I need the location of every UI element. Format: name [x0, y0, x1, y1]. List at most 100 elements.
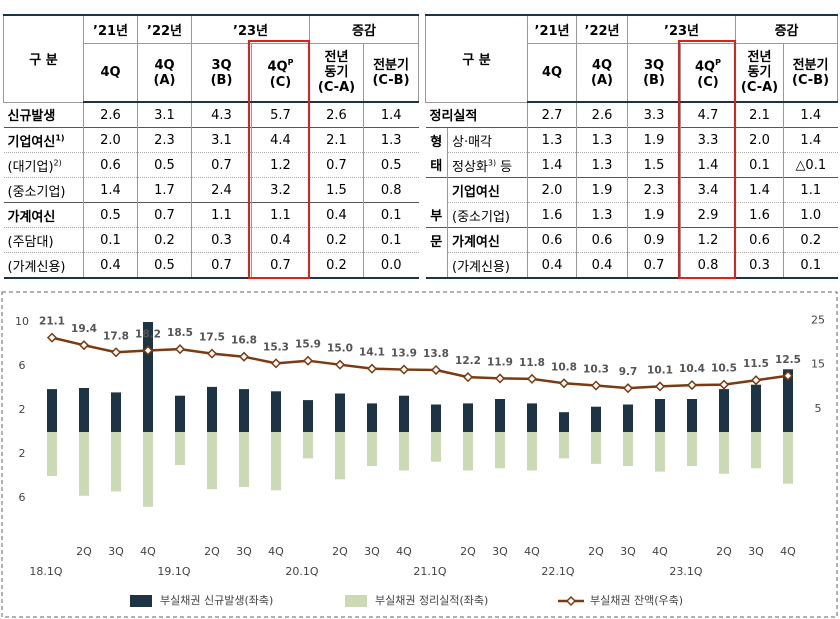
- bar: [79, 388, 89, 432]
- value-cell: 2.6: [309, 101, 364, 128]
- marker: [238, 351, 250, 362]
- cell-value: 2.1: [326, 132, 347, 148]
- x-tick-label: 2Q: [716, 545, 732, 558]
- column-label: (A): [591, 72, 613, 88]
- group-label: 부: [426, 203, 448, 228]
- bar: [271, 432, 281, 491]
- value-cell: 2.0: [83, 127, 138, 153]
- header-row: 4Q 4Q (A) 3Q (B) 4QP (C) 전년 동기 (C-A) 전분기 (C-B): [4, 43, 420, 103]
- cell-value: 0.2: [800, 232, 822, 248]
- value-cell: 2.6: [83, 101, 138, 128]
- year-label: ’21년: [93, 24, 128, 39]
- data-row: (중소기업) 1.4 1.7 2.4 3.2 1.5 0.8: [3, 177, 419, 203]
- cell-value: 0.4: [541, 257, 563, 273]
- value-cell: 0.4: [83, 252, 138, 279]
- cell-value: 1.2: [270, 157, 291, 173]
- year-label: ’22년: [147, 24, 182, 39]
- value-cell: 3.1: [191, 127, 252, 153]
- x-tick-label: 4Q: [140, 545, 156, 558]
- bar: [47, 432, 57, 476]
- marker: [334, 359, 346, 370]
- row-name: (주담대): [7, 234, 54, 250]
- column-label: (C-B): [372, 72, 410, 88]
- row-label: 신규발생: [3, 101, 84, 128]
- marker: [494, 373, 506, 384]
- value-cell: 1.6: [527, 202, 577, 228]
- row-name: 기업여신: [7, 134, 56, 150]
- cell-value: 2.1: [749, 107, 770, 123]
- column-label: 전년: [747, 50, 772, 65]
- chart-frame: [1, 291, 838, 618]
- marker: [430, 364, 442, 376]
- value-cell: 2.1: [309, 127, 364, 153]
- value-cell: 0.4: [309, 202, 364, 228]
- value-cell: 2.9: [680, 202, 736, 228]
- cell-value: 0.7: [154, 207, 175, 223]
- cell-value: 1.4: [800, 107, 822, 123]
- data-row: (가계신용) 0.4 0.4 0.7 0.8 0.3 0.1: [425, 252, 838, 279]
- data-row: 형 상·매각 1.3 1.3 1.9 3.3 2.0 1.4: [425, 127, 838, 153]
- header-label: 구 분: [29, 53, 58, 69]
- value-cell: 0.7: [251, 252, 310, 279]
- cell-value: 1.5: [643, 157, 665, 173]
- value-label: 10.5: [711, 363, 737, 375]
- bar: [623, 404, 633, 432]
- cell-value: 3.3: [643, 107, 665, 123]
- x-tick-label: 20.1Q: [285, 565, 318, 578]
- cell-value: 0.7: [326, 157, 347, 173]
- legend-label: 부실채권 잔액(우축): [590, 594, 683, 607]
- cell-value: 0.6: [100, 157, 121, 173]
- value-label: 10.3: [583, 364, 609, 376]
- cell-value: 1.3: [591, 132, 613, 148]
- cell-value: 0.6: [591, 232, 613, 248]
- bar: [47, 389, 57, 432]
- column-header: 전년 동기 (C-A): [309, 43, 364, 103]
- cell-value: 0.1: [800, 257, 822, 273]
- bar: [783, 369, 793, 432]
- value-cell: 0.3: [191, 227, 252, 253]
- cell-value: 0.8: [697, 257, 719, 273]
- column-header: 4Q (A): [137, 43, 192, 103]
- group-label: 태: [426, 153, 448, 178]
- cell-value: 5.7: [270, 107, 291, 123]
- bar: [463, 432, 473, 471]
- year-label: ’21년: [534, 24, 570, 39]
- cell-value: 1.3: [591, 157, 613, 173]
- change-label: 증감: [774, 24, 799, 39]
- value-label: 15.3: [263, 341, 289, 353]
- value-cell: 0.6: [527, 227, 577, 253]
- x-tick-label: 3Q: [364, 545, 380, 558]
- cell-value: 0.5: [154, 257, 175, 273]
- row-label: (주담대): [3, 227, 84, 253]
- data-row: 기업여신1) 2.0 2.3 3.1 4.4 2.1 1.3: [3, 127, 419, 153]
- data-row: 태 정상화3) 등 1.4 1.3 1.5 1.4 0.1 △0.1: [426, 152, 838, 178]
- y2-tick-label: 5: [815, 402, 822, 415]
- cell-value: 1.1: [800, 182, 822, 198]
- cell-value: 2.7: [541, 107, 563, 123]
- cell-value: 1.3: [541, 132, 563, 148]
- x-tick-label: 4Q: [268, 545, 284, 558]
- bar: [335, 432, 345, 480]
- marker: [302, 355, 314, 366]
- value-label: 15.9: [295, 339, 321, 351]
- cell-value: 2.3: [643, 182, 665, 198]
- value-cell: 0.5: [137, 152, 192, 178]
- value-cell: 1.9: [627, 127, 681, 153]
- value-cell: 2.0: [735, 127, 784, 153]
- cell-value: 2.3: [154, 132, 175, 148]
- cell-value: 1.4: [380, 107, 402, 123]
- y2-tick-label: 15: [811, 358, 825, 371]
- value-cell: 0.6: [735, 227, 784, 253]
- value-label: 12.2: [455, 355, 481, 367]
- row-name: (중소기업): [7, 184, 66, 200]
- value-cell: △0.1: [783, 152, 838, 178]
- cell-value: 0.5: [154, 157, 175, 173]
- x-tick-label: 2Q: [460, 545, 476, 558]
- marker: [462, 372, 474, 383]
- cell-value: 1.7: [154, 182, 175, 198]
- value-label: 14.1: [359, 347, 385, 359]
- y2-tick-label: 25: [811, 313, 825, 326]
- footnote-mark: 3): [487, 158, 497, 168]
- column-label: (C-A): [317, 80, 356, 95]
- column-header: 3Q (B): [191, 43, 252, 103]
